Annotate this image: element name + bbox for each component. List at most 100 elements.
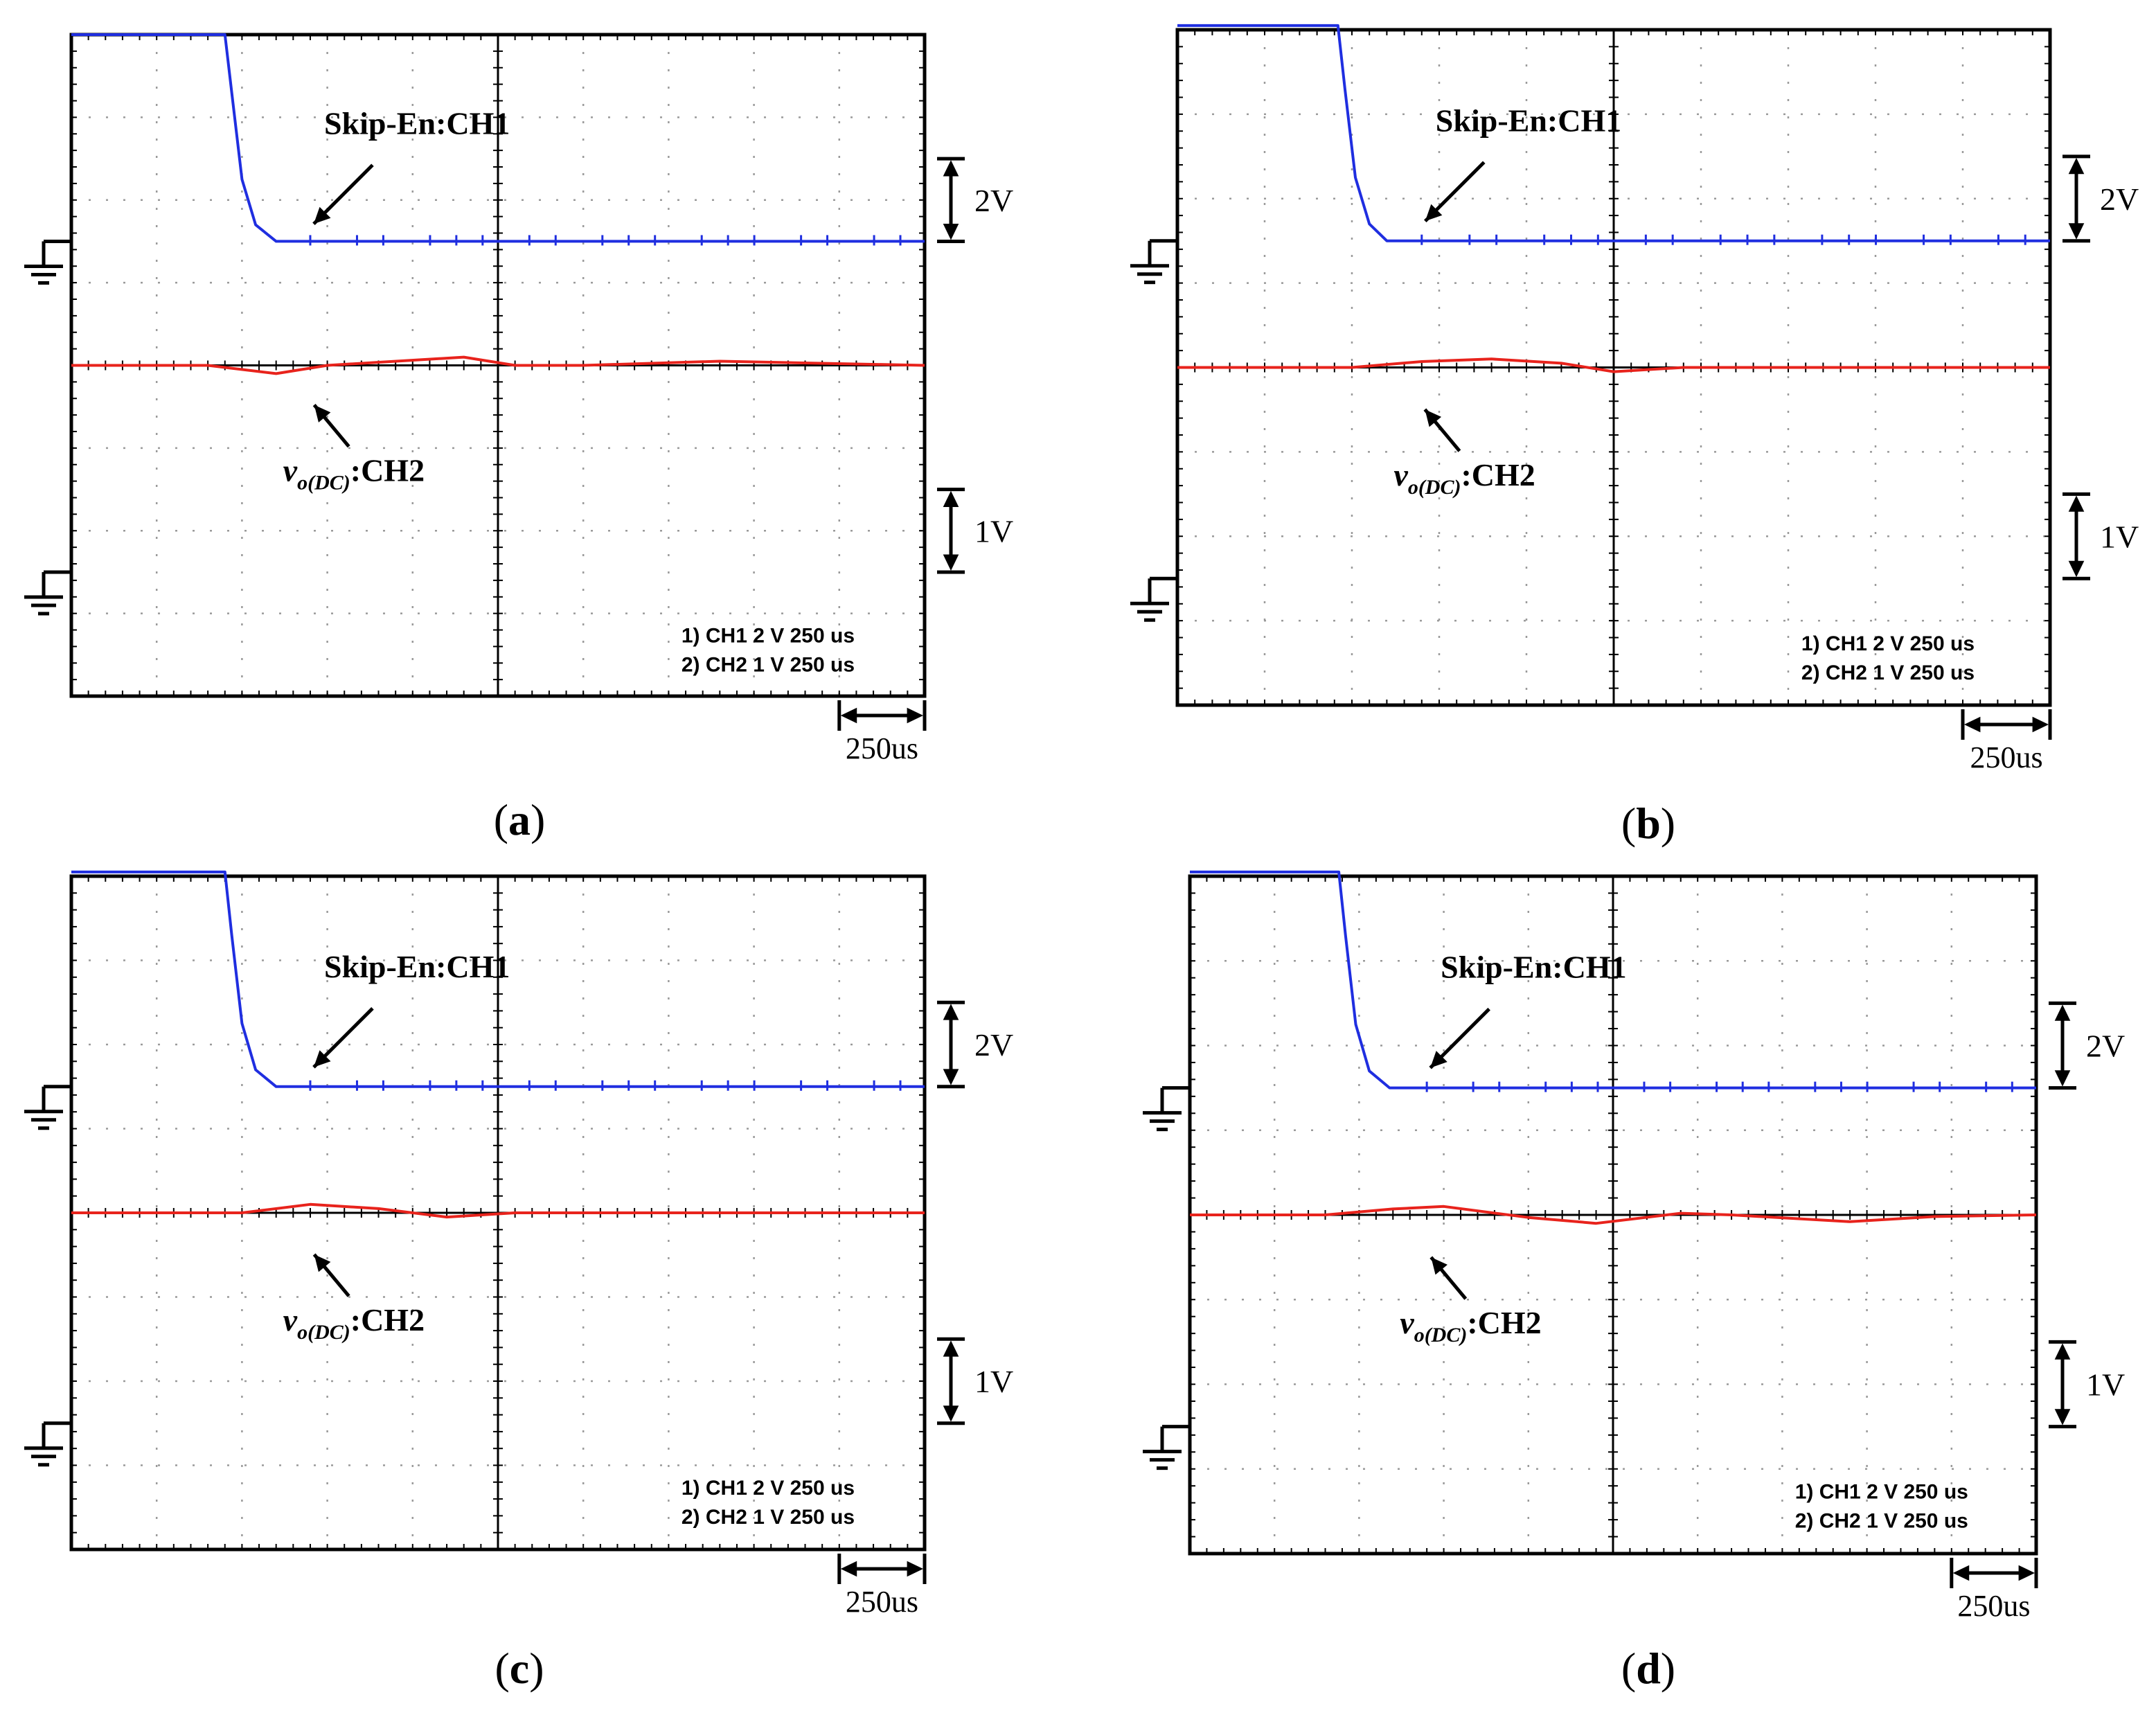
panel-caption: (d) bbox=[1621, 1644, 1675, 1693]
scale-1v-label: 1V bbox=[2086, 1367, 2125, 1403]
ch2-label-sub: o(DC) bbox=[297, 1321, 350, 1344]
ch2-label-v: v bbox=[1400, 1305, 1414, 1340]
ch2-label-sub: o(DC) bbox=[297, 472, 350, 495]
scale-1v-arrow-head-down bbox=[2054, 1409, 2071, 1425]
scale-time-arrow-head-right bbox=[907, 1561, 923, 1577]
caption-paren-close: ) bbox=[1661, 1644, 1675, 1693]
ch2-arrow-head bbox=[314, 1254, 331, 1272]
scale-2v-label: 2V bbox=[2086, 1029, 2125, 1064]
scale-2v-arrow-head-up bbox=[2054, 1004, 2071, 1021]
ground-symbol-icon bbox=[24, 1085, 71, 1130]
scale-2v-arrow-head-up bbox=[943, 160, 959, 177]
ground-symbol-icon bbox=[24, 570, 71, 616]
ch2-label-sub: o(DC) bbox=[1414, 1324, 1468, 1347]
scale-2v-arrow-head-down bbox=[943, 224, 959, 240]
readout-ch2: 2) CH2 1 V 250 us bbox=[1801, 661, 1975, 684]
ground-symbol-icon bbox=[24, 239, 71, 285]
scale-time-arrow-head-right bbox=[2018, 1565, 2035, 1581]
readout-ch2: 2) CH2 1 V 250 us bbox=[1795, 1510, 1968, 1533]
ch1-trace bbox=[1190, 870, 2036, 1090]
ch1-trace bbox=[71, 870, 925, 1088]
scale-1v-label: 1V bbox=[974, 1364, 1013, 1399]
ch2-label: vo(DC):CH2 bbox=[1400, 1305, 1541, 1347]
ch2-label-suffix: :CH2 bbox=[350, 453, 425, 488]
panel-caption: (a) bbox=[494, 795, 546, 844]
ch2-label-suffix: :CH2 bbox=[350, 1302, 425, 1337]
scale-2v-label: 2V bbox=[974, 1027, 1013, 1063]
scale-1v-arrow-head-down bbox=[2068, 560, 2085, 578]
ch2-trace bbox=[71, 355, 925, 375]
ch1-arrow-head bbox=[313, 206, 331, 224]
ch2-label-suffix: :CH2 bbox=[1467, 1305, 1541, 1340]
ch2-arrow-head bbox=[1425, 409, 1442, 427]
ground-symbol-icon bbox=[1130, 576, 1177, 622]
scale-time-label: 250us bbox=[1970, 740, 2042, 774]
ground-symbol-icon bbox=[1143, 1086, 1190, 1132]
ch1-arrow-head bbox=[1430, 1051, 1447, 1068]
ch1-trace bbox=[1177, 24, 2050, 242]
readout-ch2: 2) CH2 1 V 250 us bbox=[681, 653, 855, 676]
caption-letter: d bbox=[1636, 1644, 1661, 1693]
ch2-trace bbox=[71, 1202, 925, 1219]
scale-2v-arrow-head-down bbox=[2054, 1070, 2071, 1087]
scale-time-arrow-head-left bbox=[840, 1561, 857, 1577]
caption-paren-open: ( bbox=[1621, 799, 1636, 848]
caption-letter: a bbox=[508, 795, 531, 844]
scale-time-arrow-head-left bbox=[1964, 716, 1981, 733]
readout-ch1: 1) CH1 2 V 250 us bbox=[1795, 1481, 1968, 1504]
scale-2v-arrow-head-down bbox=[943, 1069, 959, 1085]
ch2-label-sub: o(DC) bbox=[1408, 476, 1461, 499]
scale-2v-label: 2V bbox=[2100, 181, 2139, 217]
scale-time-label: 250us bbox=[846, 1585, 918, 1619]
caption-paren-close: ) bbox=[1661, 799, 1675, 848]
scale-2v-arrow-head-up bbox=[943, 1004, 959, 1020]
ch2-trace bbox=[1190, 1205, 2037, 1225]
panel-c: Skip-En:CH1 vo(DC):CH2 2V 1V 250us 1) CH1 2 V… bbox=[24, 870, 1013, 1693]
scale-1v-label: 1V bbox=[974, 513, 1013, 549]
ch2-label: vo(DC):CH2 bbox=[283, 453, 425, 495]
ch1-label: Skip-En:CH1 bbox=[324, 949, 510, 984]
ch2-arrow-head bbox=[314, 405, 331, 423]
ch1-label: Skip-En:CH1 bbox=[1436, 103, 1621, 138]
ground-symbol-icon bbox=[1130, 239, 1177, 285]
scale-2v-label: 2V bbox=[974, 183, 1013, 218]
ch2-label-v: v bbox=[1393, 457, 1408, 492]
ground-symbol-icon bbox=[24, 1421, 71, 1467]
caption-paren-open: ( bbox=[494, 795, 508, 844]
scale-2v-arrow-head-down bbox=[2068, 223, 2085, 240]
caption-letter: c bbox=[510, 1644, 529, 1693]
ch1-label: Skip-En:CH1 bbox=[324, 105, 510, 141]
readout-ch1: 1) CH1 2 V 250 us bbox=[1801, 632, 1975, 655]
caption-paren-close: ) bbox=[531, 795, 545, 844]
scale-time-arrow-head-right bbox=[907, 707, 923, 724]
panel-a: Skip-En:CH1 vo(DC):CH2 2V 1V 250us 1) CH1 2 V… bbox=[24, 33, 1013, 844]
grid bbox=[1177, 30, 2050, 705]
caption-paren-open: ( bbox=[495, 1644, 509, 1693]
scale-time-arrow-head-right bbox=[2032, 716, 2049, 733]
ch2-label: vo(DC):CH2 bbox=[1393, 457, 1535, 499]
ch2-trace bbox=[1177, 357, 2050, 373]
scale-2v-arrow-head-up bbox=[2068, 157, 2085, 175]
ch1-arrow-head bbox=[313, 1050, 331, 1067]
ch2-label-v: v bbox=[283, 1302, 298, 1337]
ch1-arrow-head bbox=[1425, 204, 1443, 222]
scale-1v-arrow-head-up bbox=[943, 490, 959, 507]
ch2-label: vo(DC):CH2 bbox=[283, 1302, 425, 1344]
scale-time-label: 250us bbox=[846, 731, 918, 765]
scale-1v-arrow-head-up bbox=[943, 1340, 959, 1357]
scale-1v-arrow-head-up bbox=[2068, 495, 2085, 512]
ground-symbol-icon bbox=[1143, 1425, 1190, 1470]
panel-caption: (c) bbox=[495, 1644, 544, 1693]
ch1-label: Skip-En:CH1 bbox=[1441, 950, 1626, 985]
ch2-arrow-head bbox=[1431, 1257, 1447, 1275]
scale-time-arrow-head-left bbox=[1952, 1565, 1970, 1581]
readout-ch1: 1) CH1 2 V 250 us bbox=[681, 1477, 855, 1500]
panel-caption: (b) bbox=[1621, 799, 1675, 848]
caption-letter: b bbox=[1636, 799, 1661, 848]
ch2-label-suffix: :CH2 bbox=[1461, 457, 1535, 492]
ch1-trace bbox=[71, 33, 925, 243]
panel-d: Skip-En:CH1 vo(DC):CH2 2V 1V 250us 1) CH1 2 V… bbox=[1143, 870, 2125, 1693]
caption-paren-open: ( bbox=[1621, 1644, 1636, 1693]
ch2-label-v: v bbox=[283, 453, 298, 488]
